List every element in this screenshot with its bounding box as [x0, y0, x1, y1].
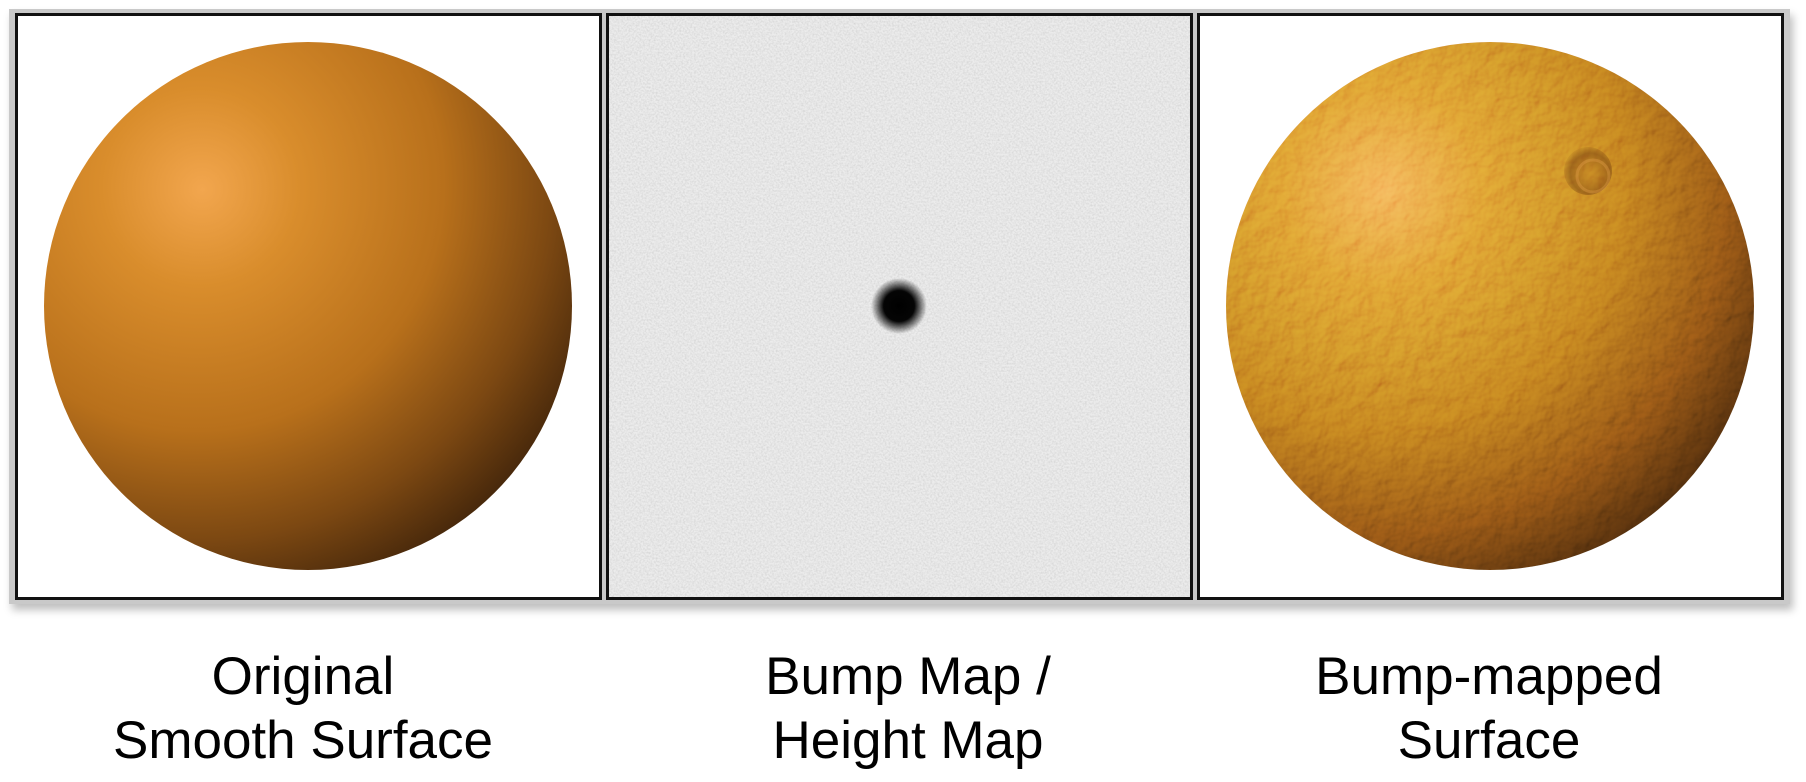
smooth-sphere [44, 42, 572, 570]
smooth-sphere-image [44, 42, 572, 570]
caption-line: Bump Map / [765, 647, 1051, 706]
dent-rim-highlight [1575, 158, 1611, 194]
height-map-dot [871, 278, 927, 334]
caption-line: Smooth Surface [112, 711, 494, 770]
caption-line: Surface [1397, 711, 1581, 770]
bump-mapped-surface-caption: Bump-mapped Surface [1189, 645, 1789, 773]
image-strip [9, 9, 1790, 604]
caption-line: Bump-mapped [1315, 647, 1663, 706]
height-map-caption: Bump Map / Height Map [608, 645, 1208, 773]
surface-bumps [1226, 42, 1754, 570]
surface-dent [1564, 147, 1612, 195]
smooth-surface-caption: Original Smooth Surface [3, 645, 603, 773]
caption-line: Original [211, 647, 395, 706]
bump-mapped-sphere-image [1226, 42, 1754, 570]
bump-mapped-sphere-panel [1197, 13, 1784, 600]
caption-line: Height Map [772, 711, 1044, 770]
height-map-image [609, 16, 1190, 597]
smooth-sphere-panel [15, 13, 602, 600]
height-map-panel [606, 13, 1193, 600]
